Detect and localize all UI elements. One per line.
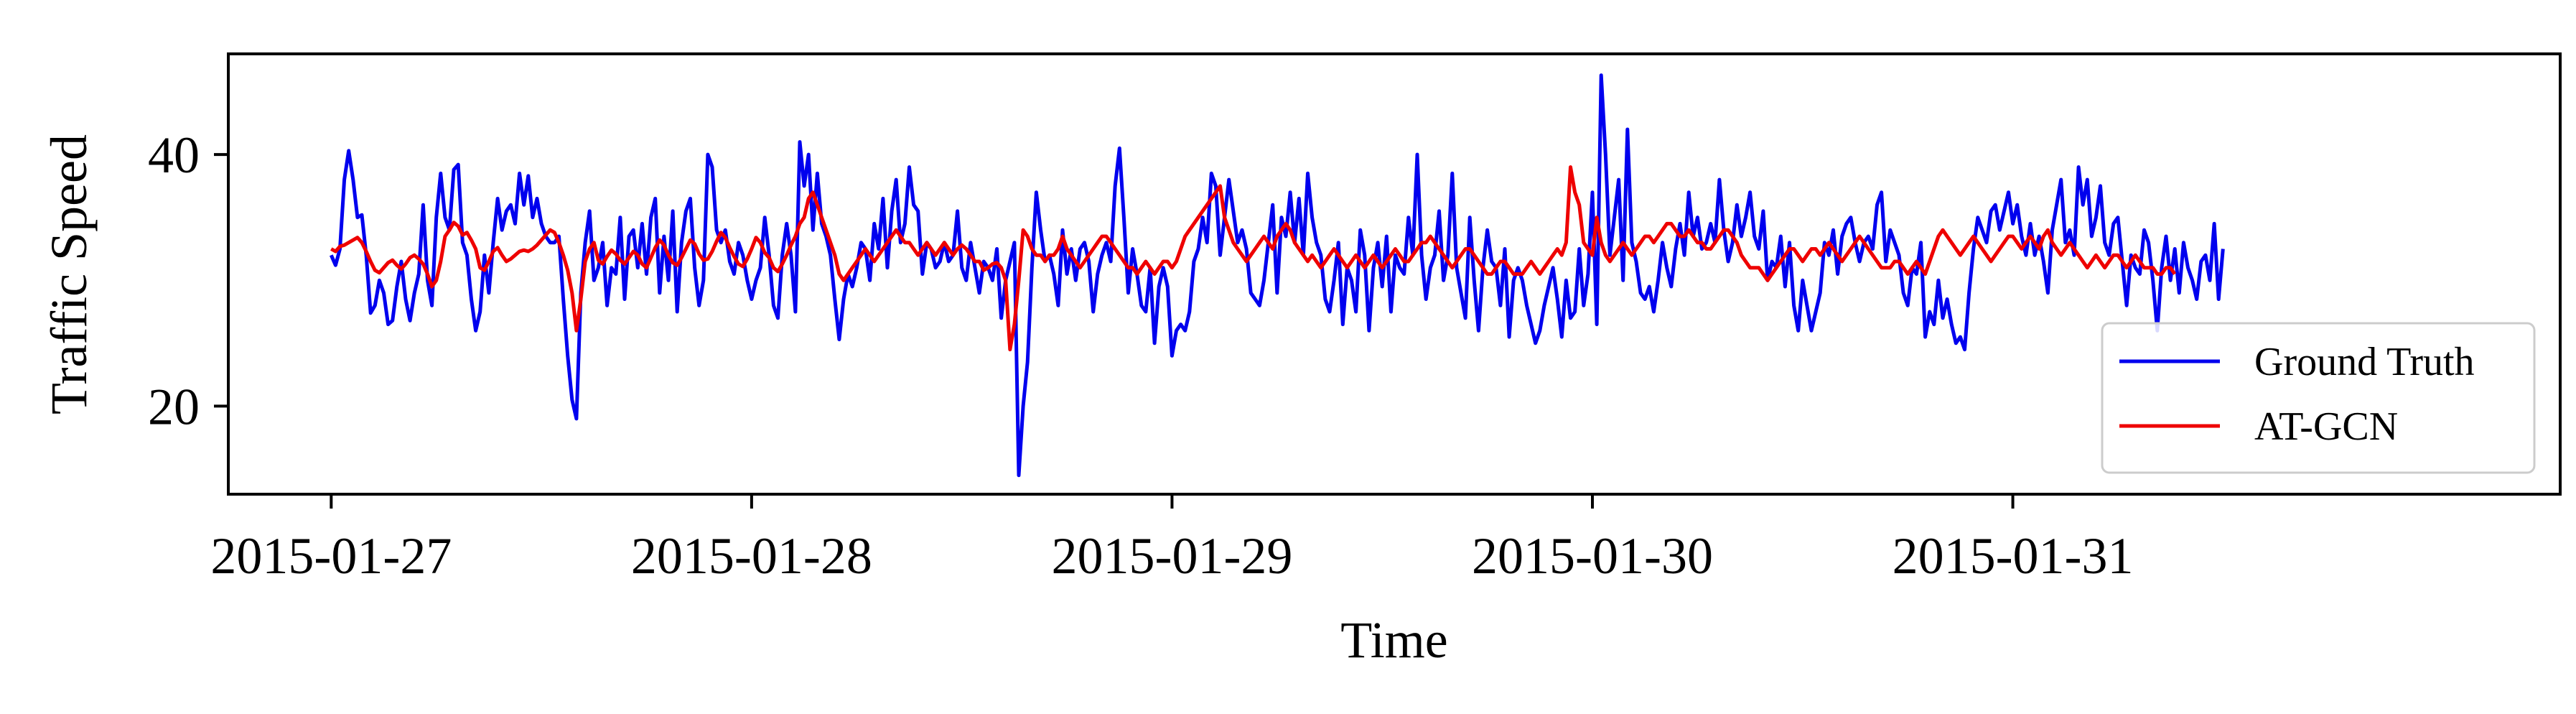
x-tick-label: 2015-01-29 xyxy=(1051,527,1292,585)
y-tick-label: 40 xyxy=(148,126,200,184)
legend-label-ground-truth: Ground Truth xyxy=(2254,340,2475,384)
x-axis-title: Time xyxy=(1340,611,1447,669)
x-tick-label: 2015-01-27 xyxy=(210,527,452,585)
plot-frame xyxy=(227,52,2562,496)
x-tick-label: 2015-01-28 xyxy=(631,527,872,585)
x-tick-label: 2015-01-31 xyxy=(1893,527,2134,585)
series-line-ground-truth xyxy=(330,73,2225,478)
y-axis-title: Traffic Speed xyxy=(40,134,98,414)
y-tick-label: 20 xyxy=(148,378,200,435)
series-line-at-gcn xyxy=(330,165,2177,352)
series-layer xyxy=(330,73,2225,478)
x-tick-label: 2015-01-30 xyxy=(1472,527,1713,585)
legend-label-at-gcn: AT-GCN xyxy=(2254,404,2398,449)
x-axis: 2015-01-27 2015-01-28 2015-01-29 2015-01-30… xyxy=(210,494,2134,585)
legend: Ground Truth AT-GCN xyxy=(2101,322,2536,474)
